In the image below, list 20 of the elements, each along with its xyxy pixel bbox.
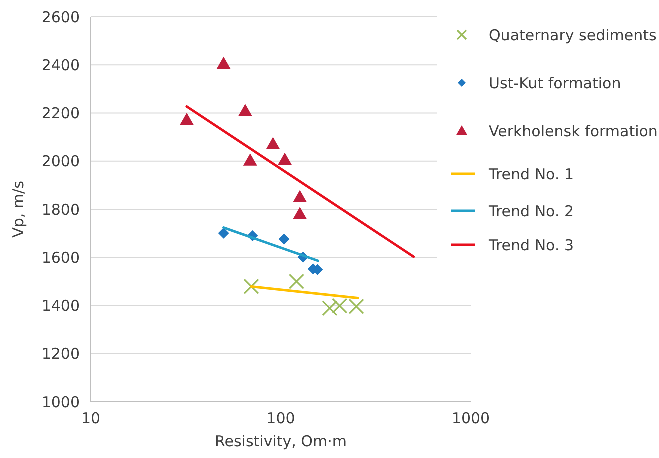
legend-label: Verkholensk formation bbox=[489, 122, 658, 140]
x-tick-label: 10 bbox=[81, 409, 101, 428]
y-tick-label: 2200 bbox=[42, 104, 80, 122]
legend-label: Trend No. 3 bbox=[488, 236, 574, 254]
x-axis-title: Resistivity, Om·m bbox=[215, 432, 347, 450]
y-axis-title: Vp, m/s bbox=[9, 180, 28, 238]
y-tick-label: 2000 bbox=[42, 152, 80, 171]
y-tick-label: 1200 bbox=[42, 345, 80, 364]
y-tick-label: 1400 bbox=[42, 297, 80, 315]
legend-label: Trend No. 2 bbox=[488, 202, 574, 220]
x-tick-label: 100 bbox=[266, 409, 296, 428]
legend-label: Ust-Kut formation bbox=[489, 74, 622, 92]
y-tick-label: 1000 bbox=[42, 393, 80, 412]
legend-label: Trend No. 1 bbox=[488, 165, 574, 184]
y-tick-label: 1800 bbox=[42, 200, 80, 219]
x-tick-label: 1000 bbox=[452, 409, 490, 428]
y-tick-label: 2400 bbox=[42, 56, 80, 74]
y-tick-label: 1600 bbox=[42, 248, 80, 267]
legend-label: Quaternary sediments bbox=[489, 26, 657, 44]
y-tick-label: 2600 bbox=[42, 8, 80, 26]
